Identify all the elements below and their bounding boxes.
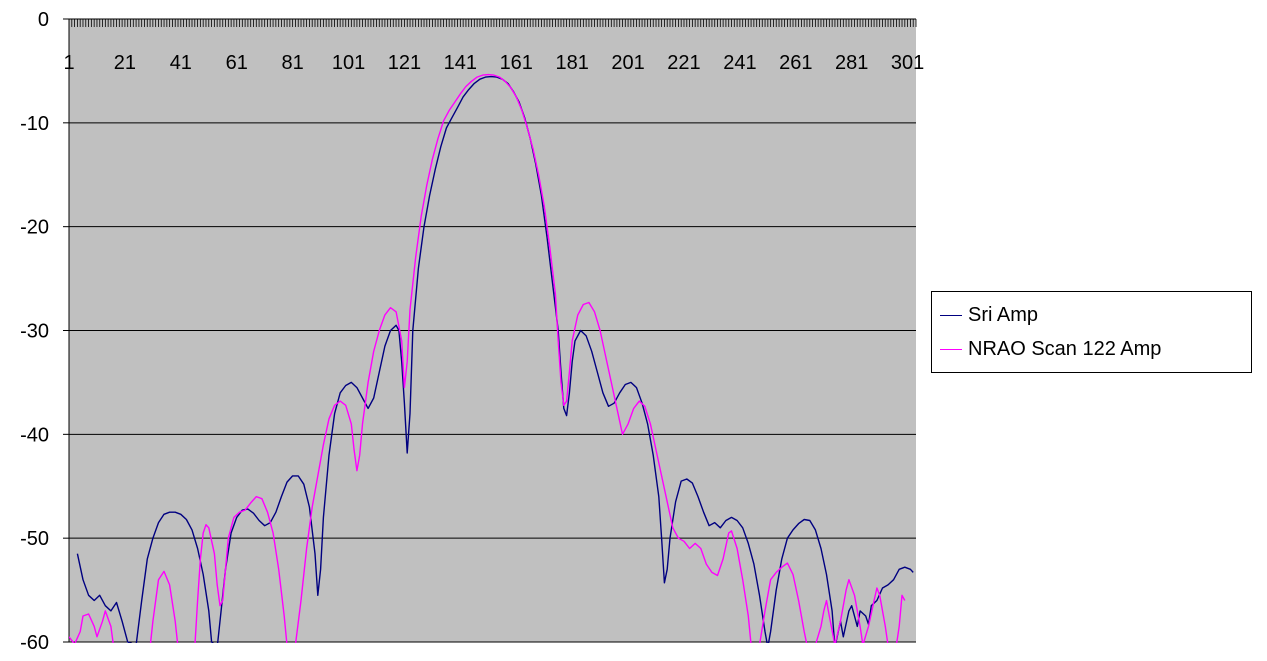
legend-swatch-sri-amp — [940, 314, 962, 316]
y-tick-label: -30 — [20, 321, 49, 343]
y-tick-label: -40 — [20, 424, 49, 446]
x-tick-label: 61 — [226, 52, 248, 74]
x-tick-label: 181 — [555, 52, 588, 74]
x-tick-label: 1 — [63, 52, 74, 74]
x-axis-minor-ticks — [68, 19, 917, 27]
x-tick-label: 101 — [332, 52, 365, 74]
series-line-nrao-scan-122-amp — [69, 73, 906, 643]
y-tick-label: -20 — [20, 217, 49, 239]
x-tick-label: 261 — [779, 52, 812, 74]
legend-label-nrao-amp: NRAO Scan 122 Amp — [968, 337, 1162, 360]
legend-swatch-nrao-amp — [940, 348, 962, 350]
x-tick-label: 241 — [723, 52, 756, 74]
legend-item-nrao-amp: NRAO Scan 122 Amp — [940, 336, 1161, 362]
x-tick-label: 161 — [500, 52, 533, 74]
x-tick-label: 301 — [891, 52, 924, 74]
x-tick-label: 81 — [282, 52, 304, 74]
x-tick-label: 41 — [170, 52, 192, 74]
y-tick-label: -50 — [20, 528, 49, 550]
x-tick-label: 121 — [388, 52, 421, 74]
legend: Sri Amp NRAO Scan 122 Amp — [931, 291, 1252, 373]
x-tick-label: 201 — [611, 52, 644, 74]
legend-item-sri-amp: Sri Amp — [940, 302, 1038, 328]
legend-label-sri-amp: Sri Amp — [968, 303, 1039, 326]
y-tick-label: -10 — [20, 113, 49, 135]
x-tick-label: 21 — [114, 52, 136, 74]
x-tick-label: 141 — [444, 52, 477, 74]
y-tick-label: 0 — [38, 9, 49, 31]
x-tick-label: 221 — [667, 52, 700, 74]
y-tick-label: -60 — [20, 632, 49, 654]
x-tick-label: 281 — [835, 52, 868, 74]
